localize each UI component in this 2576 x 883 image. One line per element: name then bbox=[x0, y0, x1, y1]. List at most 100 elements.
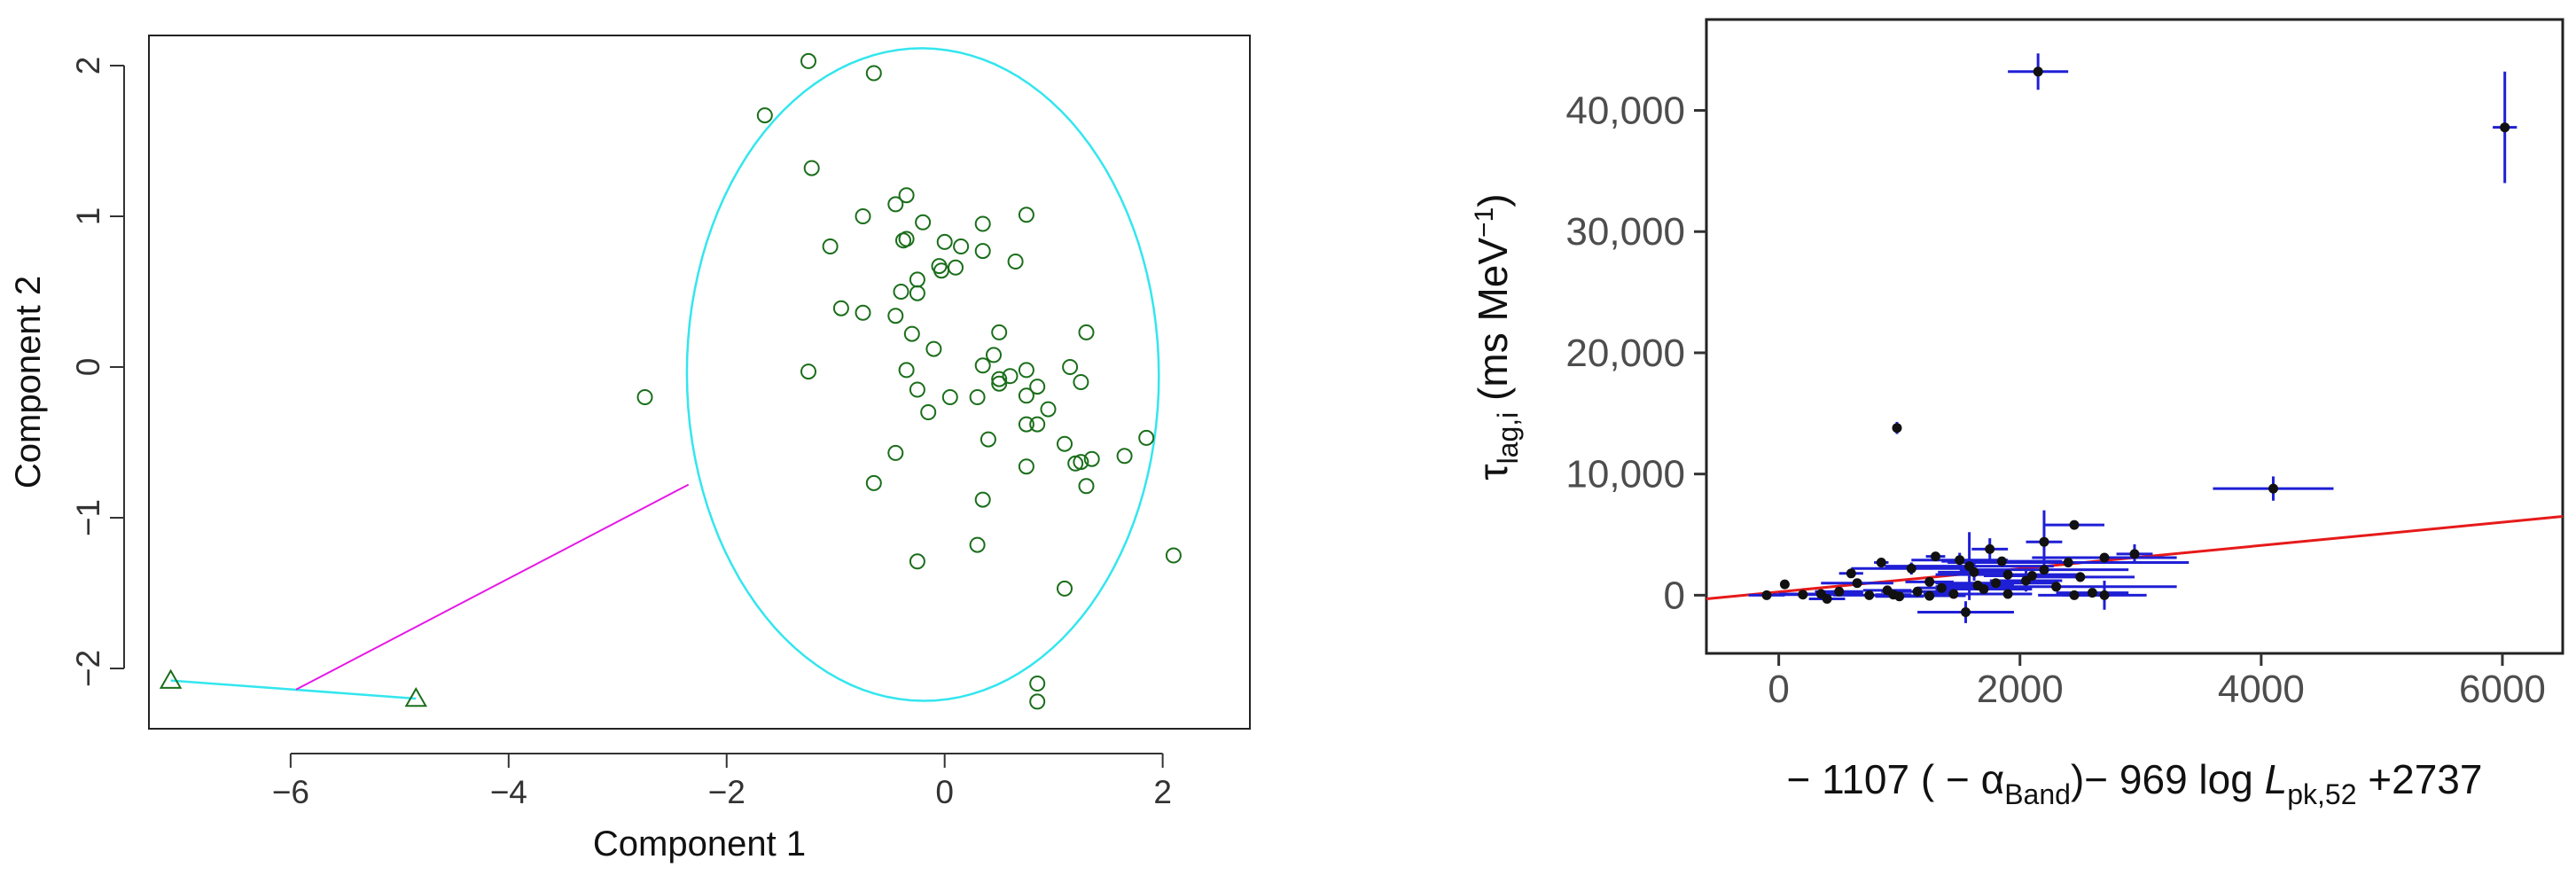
left-x-tick-label: 0 bbox=[935, 774, 954, 810]
data-point bbox=[1018, 416, 1034, 433]
data-point bbox=[969, 536, 986, 553]
xlabel-sub-pk: pk,52 bbox=[2287, 778, 2356, 810]
data-point bbox=[2069, 590, 2080, 600]
left-x-tick-label: 2 bbox=[1153, 774, 1172, 810]
left-y-axis-title: Component 2 bbox=[9, 276, 48, 488]
left-y-tick-label: −1 bbox=[70, 499, 106, 536]
data-point bbox=[933, 262, 949, 279]
data-point bbox=[1761, 590, 1772, 600]
right-y-axis-title: τlag,i (ms MeV−1) bbox=[1470, 193, 1524, 480]
data-point bbox=[2087, 588, 2097, 598]
data-point bbox=[1078, 478, 1095, 495]
ylabel-unit: (ms MeV bbox=[1470, 238, 1516, 412]
right-x-tick-label: 4000 bbox=[2218, 668, 2305, 711]
left-x-axis: −6 −4 −2 0 2 bbox=[272, 753, 1172, 810]
left-x-tick-label: −4 bbox=[490, 774, 527, 810]
data-point bbox=[1040, 401, 1057, 418]
data-point bbox=[1779, 579, 1790, 590]
data-point bbox=[1067, 455, 1084, 472]
data-point bbox=[887, 308, 904, 324]
data-point bbox=[898, 187, 915, 204]
data-point bbox=[1936, 582, 1947, 593]
data-point bbox=[1931, 551, 1940, 562]
right-x-tick-label: 0 bbox=[1768, 668, 1789, 711]
outlier-point bbox=[404, 686, 428, 707]
left-plot-frame bbox=[148, 35, 1251, 730]
data-point bbox=[822, 238, 839, 254]
data-point bbox=[855, 304, 871, 321]
data-point bbox=[915, 214, 932, 231]
data-point bbox=[893, 284, 909, 300]
data-point bbox=[903, 325, 920, 342]
left-x-tick-label: −2 bbox=[708, 774, 745, 810]
data-point bbox=[1852, 578, 1862, 589]
data-point bbox=[2069, 520, 2080, 530]
data-point bbox=[2129, 549, 2140, 559]
data-point bbox=[2099, 552, 2110, 563]
data-point bbox=[1985, 543, 1995, 554]
left-y-axis: −2 −1 0 1 2 bbox=[70, 57, 125, 687]
data-point bbox=[887, 196, 904, 213]
left-y-tick-label: 2 bbox=[70, 57, 106, 75]
data-point bbox=[865, 65, 882, 82]
data-point bbox=[953, 238, 970, 254]
data-point bbox=[909, 381, 925, 398]
right-points-layer bbox=[1761, 66, 2510, 617]
data-point bbox=[1029, 416, 1046, 433]
data-point bbox=[1894, 591, 1905, 602]
data-point bbox=[2039, 536, 2049, 547]
data-point bbox=[991, 371, 1008, 387]
data-point bbox=[1165, 547, 1182, 564]
data-point bbox=[2268, 483, 2278, 494]
cluster-ellipse-layer bbox=[685, 47, 1160, 702]
data-point bbox=[1029, 693, 1046, 710]
errorbar-layer bbox=[1748, 53, 2517, 623]
left-x-tick-label: −6 bbox=[272, 774, 309, 810]
data-point bbox=[1029, 676, 1046, 692]
data-point bbox=[1018, 362, 1034, 379]
cluster-ellipse bbox=[685, 47, 1160, 702]
xlabel-italic-L: L bbox=[2265, 756, 2288, 802]
data-point bbox=[909, 553, 925, 570]
data-point bbox=[948, 259, 964, 276]
ylabel-close: ) bbox=[1470, 193, 1516, 207]
data-point bbox=[636, 389, 653, 405]
data-point bbox=[1948, 589, 1959, 599]
data-point bbox=[980, 431, 996, 448]
data-point bbox=[991, 375, 1008, 392]
data-point bbox=[756, 107, 773, 124]
data-point bbox=[2033, 66, 2043, 77]
data-point bbox=[920, 404, 937, 420]
pca-scatter-panel: −6 −4 −2 0 2 −2 −1 0 1 2 Component 1 Component 2 bbox=[9, 35, 1251, 863]
right-y-tick-label: 30,000 bbox=[1565, 210, 1685, 254]
data-point bbox=[969, 389, 986, 405]
data-point bbox=[2039, 565, 2049, 575]
data-point bbox=[1002, 368, 1019, 385]
data-point bbox=[986, 347, 1002, 363]
data-point bbox=[1924, 590, 1935, 601]
data-point bbox=[1057, 435, 1073, 452]
data-point bbox=[1996, 556, 2007, 567]
data-point bbox=[2075, 572, 2086, 582]
data-point bbox=[1073, 374, 1089, 390]
right-x-tick-label: 2000 bbox=[1977, 668, 2064, 711]
right-x-axis: 0 2000 4000 6000 bbox=[1768, 653, 2546, 711]
data-point bbox=[1798, 590, 1808, 600]
data-point bbox=[855, 208, 871, 224]
data-point bbox=[2500, 122, 2510, 133]
data-point bbox=[1846, 568, 1856, 579]
data-point bbox=[2002, 569, 2013, 580]
data-point bbox=[1961, 607, 1971, 617]
xlabel-part-3: +2737 bbox=[2356, 756, 2482, 802]
left-y-tick-label: 0 bbox=[70, 358, 106, 377]
right-y-tick-label: 10,000 bbox=[1565, 453, 1685, 496]
data-point bbox=[909, 271, 925, 288]
data-point bbox=[1969, 567, 1979, 577]
right-y-tick-label: 40,000 bbox=[1565, 90, 1685, 133]
data-point bbox=[1116, 448, 1133, 465]
xlabel-part-2: )− 969 log bbox=[2071, 756, 2265, 802]
data-point bbox=[1018, 207, 1034, 223]
data-point bbox=[1078, 324, 1095, 340]
ylabel-tau: τ bbox=[1470, 464, 1516, 480]
